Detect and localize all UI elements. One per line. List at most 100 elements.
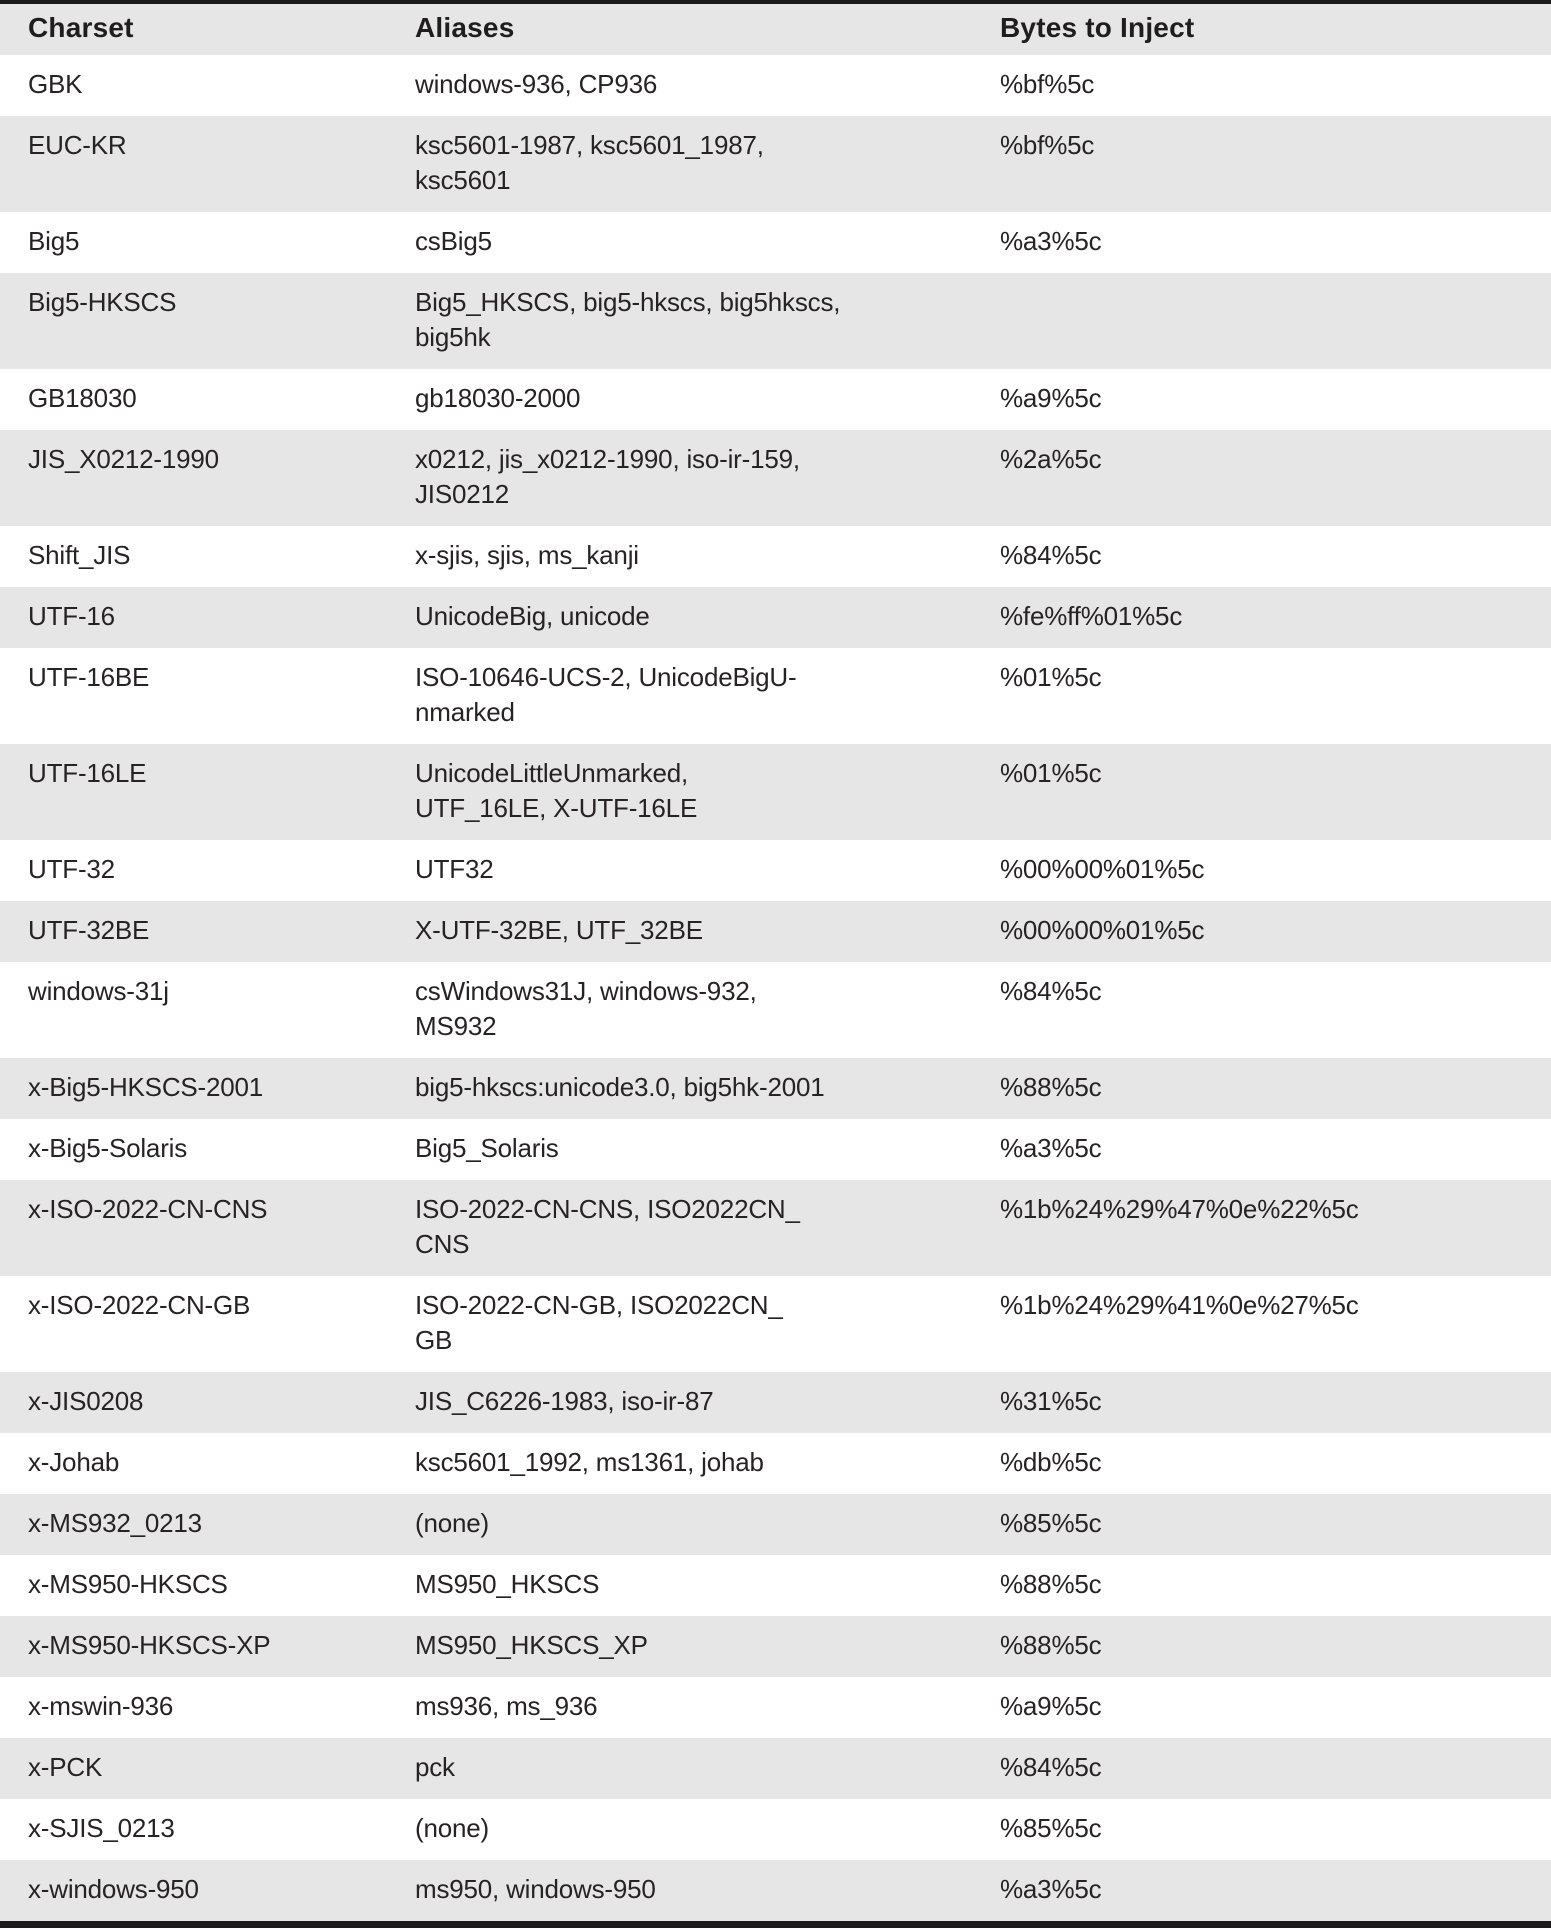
- table-row: x-ISO-2022-CN-CNS ISO-2022-CN-CNS, ISO20…: [0, 1180, 1551, 1276]
- table-row: GB18030 gb18030-2000 %a9%5c: [0, 369, 1551, 430]
- bytes-cell: %00%00%01%5c: [1000, 915, 1205, 945]
- table-row: UTF-16LE UnicodeLittleUnmarked, UTF_16LE…: [0, 744, 1551, 840]
- column-header-aliases: Aliases: [415, 12, 515, 43]
- charset-cell: x-Big5-Solaris: [28, 1133, 188, 1163]
- charset-cell: x-MS950-HKSCS: [28, 1569, 228, 1599]
- aliases-cell: x-sjis, sjis, ms_kanji: [415, 540, 639, 570]
- aliases-cell: ISO-2022-CN-CNS, ISO2022CN_ CNS: [415, 1194, 800, 1259]
- table-row: UTF-32BE X-UTF-32BE, UTF_32BE %00%00%01%…: [0, 901, 1551, 962]
- column-header-bytes-to-inject: Bytes to Inject: [1000, 12, 1195, 43]
- aliases-cell: X-UTF-32BE, UTF_32BE: [415, 915, 703, 945]
- table-row: x-SJIS_0213 (none) %85%5c: [0, 1799, 1551, 1860]
- bytes-cell: %2a%5c: [1000, 444, 1102, 474]
- aliases-cell: x0212, jis_x0212-1990, iso-ir-159, JIS02…: [415, 444, 800, 509]
- aliases-cell: big5-hkscs:unicode3.0, big5hk-2001: [415, 1072, 825, 1102]
- charset-cell: x-Big5-HKSCS-2001: [28, 1072, 264, 1102]
- table-row: Shift_JIS x-sjis, sjis, ms_kanji %84%5c: [0, 526, 1551, 587]
- aliases-cell: MS950_HKSCS_XP: [415, 1630, 648, 1660]
- bytes-cell: %85%5c: [1000, 1813, 1102, 1843]
- column-header-charset: Charset: [28, 12, 134, 43]
- bytes-cell: %84%5c: [1000, 540, 1102, 570]
- bytes-cell: %db%5c: [1000, 1447, 1102, 1477]
- table-row: UTF-32 UTF32 %00%00%01%5c: [0, 840, 1551, 901]
- table-row: windows-31j csWindows31J, windows-932, M…: [0, 962, 1551, 1058]
- table-row: EUC-KR ksc5601-1987, ksc5601_1987, ksc56…: [0, 116, 1551, 212]
- charset-cell: UTF-16: [28, 601, 115, 631]
- charset-cell: x-MS932_0213: [28, 1508, 202, 1538]
- bytes-cell: %1b%24%29%41%0e%27%5c: [1000, 1290, 1359, 1320]
- charset-cell: UTF-32: [28, 854, 115, 884]
- table-row: x-Big5-HKSCS-2001 big5-hkscs:unicode3.0,…: [0, 1058, 1551, 1119]
- aliases-cell: pck: [415, 1752, 455, 1782]
- aliases-cell: (none): [415, 1508, 489, 1538]
- bytes-cell: %01%5c: [1000, 662, 1102, 692]
- aliases-cell: Big5_Solaris: [415, 1133, 559, 1163]
- table-row: x-MS932_0213 (none) %85%5c: [0, 1494, 1551, 1555]
- aliases-cell: UTF32: [415, 854, 494, 884]
- aliases-cell: csWindows31J, windows-932, MS932: [415, 976, 757, 1041]
- aliases-cell: ksc5601-1987, ksc5601_1987, ksc5601: [415, 130, 764, 195]
- charset-cell: UTF-32BE: [28, 915, 150, 945]
- aliases-cell: ms950, windows-950: [415, 1874, 656, 1904]
- aliases-cell: csBig5: [415, 226, 492, 256]
- table-row: Big5-HKSCS Big5_HKSCS, big5-hkscs, big5h…: [0, 273, 1551, 369]
- charset-cell: x-Johab: [28, 1447, 120, 1477]
- charset-cell: Shift_JIS: [28, 540, 131, 570]
- table-row: x-windows-950 ms950, windows-950 %a3%5c: [0, 1860, 1551, 1925]
- charset-cell: JIS_X0212-1990: [28, 444, 219, 474]
- table-row: x-Johab ksc5601_1992, ms1361, johab %db%…: [0, 1433, 1551, 1494]
- charset-table-body: GBK windows-936, CP936 %bf%5c EUC-KR ksc…: [0, 55, 1551, 1925]
- table-header-row: Charset Aliases Bytes to Inject: [0, 2, 1551, 55]
- bytes-cell: %88%5c: [1000, 1569, 1102, 1599]
- bytes-cell: %00%00%01%5c: [1000, 854, 1205, 884]
- bytes-cell: %a9%5c: [1000, 1691, 1102, 1721]
- table-row: x-ISO-2022-CN-GB ISO-2022-CN-GB, ISO2022…: [0, 1276, 1551, 1372]
- aliases-cell: ksc5601_1992, ms1361, johab: [415, 1447, 764, 1477]
- charset-cell: GBK: [28, 69, 83, 99]
- table-row: x-MS950-HKSCS-XP MS950_HKSCS_XP %88%5c: [0, 1616, 1551, 1677]
- aliases-cell: Big5_HKSCS, big5-hkscs, big5hkscs, big5h…: [415, 287, 841, 352]
- table-row: GBK windows-936, CP936 %bf%5c: [0, 55, 1551, 116]
- bytes-cell: %88%5c: [1000, 1630, 1102, 1660]
- aliases-cell: gb18030-2000: [415, 383, 581, 413]
- charset-cell: windows-31j: [28, 976, 169, 1006]
- bytes-cell: %a3%5c: [1000, 226, 1102, 256]
- bytes-cell: %84%5c: [1000, 976, 1102, 1006]
- aliases-cell: JIS_C6226-1983, iso-ir-87: [415, 1386, 714, 1416]
- bytes-cell: %85%5c: [1000, 1508, 1102, 1538]
- aliases-cell: ISO-10646-UCS-2, UnicodeBigU- nmarked: [415, 662, 797, 727]
- charset-cell: x-PCK: [28, 1752, 103, 1782]
- charset-cell: x-MS950-HKSCS-XP: [28, 1630, 271, 1660]
- table-row: x-mswin-936 ms936, ms_936 %a9%5c: [0, 1677, 1551, 1738]
- table-row: x-JIS0208 JIS_C6226-1983, iso-ir-87 %31%…: [0, 1372, 1551, 1433]
- aliases-cell: (none): [415, 1813, 489, 1843]
- bytes-cell: %bf%5c: [1000, 69, 1095, 99]
- bytes-cell: %bf%5c: [1000, 130, 1095, 160]
- charset-cell: x-ISO-2022-CN-CNS: [28, 1194, 268, 1224]
- aliases-cell: ms936, ms_936: [415, 1691, 598, 1721]
- table-row: JIS_X0212-1990 x0212, jis_x0212-1990, is…: [0, 430, 1551, 526]
- charset-cell: x-mswin-936: [28, 1691, 174, 1721]
- bytes-cell: [1000, 273, 1551, 369]
- charset-cell: UTF-16BE: [28, 662, 150, 692]
- bytes-cell: %a3%5c: [1000, 1133, 1102, 1163]
- table-row: UTF-16BE ISO-10646-UCS-2, UnicodeBigU- n…: [0, 648, 1551, 744]
- charset-cell: Big5-HKSCS: [28, 287, 177, 317]
- aliases-cell: ISO-2022-CN-GB, ISO2022CN_ GB: [415, 1290, 783, 1355]
- charset-cell: GB18030: [28, 383, 137, 413]
- aliases-cell: MS950_HKSCS: [415, 1569, 600, 1599]
- bytes-cell: %a3%5c: [1000, 1874, 1102, 1904]
- charset-cell: x-SJIS_0213: [28, 1813, 175, 1843]
- charset-cell: UTF-16LE: [28, 758, 147, 788]
- bytes-cell: %1b%24%29%47%0e%22%5c: [1000, 1194, 1359, 1224]
- charset-cell: x-JIS0208: [28, 1386, 144, 1416]
- aliases-cell: windows-936, CP936: [415, 69, 658, 99]
- bytes-cell: %01%5c: [1000, 758, 1102, 788]
- aliases-cell: UnicodeBig, unicode: [415, 601, 650, 631]
- charset-cell: EUC-KR: [28, 130, 127, 160]
- charset-cell: Big5: [28, 226, 80, 256]
- table-row: x-Big5-Solaris Big5_Solaris %a3%5c: [0, 1119, 1551, 1180]
- bytes-cell: %a9%5c: [1000, 383, 1102, 413]
- bytes-cell: %84%5c: [1000, 1752, 1102, 1782]
